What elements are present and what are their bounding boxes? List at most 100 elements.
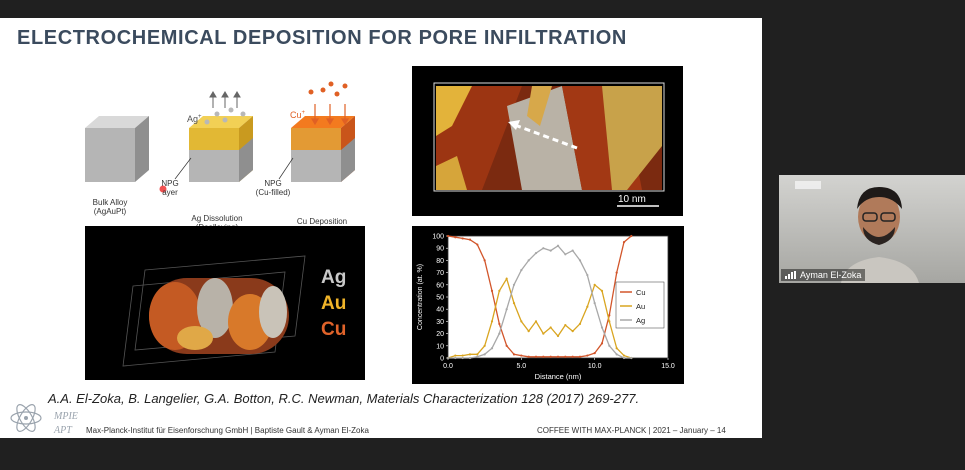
y-tick-label: 100 — [432, 234, 444, 241]
data-point-cu — [461, 237, 464, 240]
data-point-cu — [542, 355, 545, 358]
data-point-au — [593, 283, 596, 286]
data-point-cu — [527, 355, 530, 358]
ag-ion-label: Ag+ — [187, 114, 202, 124]
data-point-cu — [512, 353, 516, 356]
data-point-au — [498, 289, 501, 292]
data-point-ag — [600, 326, 604, 329]
data-point-ag — [578, 259, 582, 262]
cu-ion-label: Cu+ — [290, 110, 306, 120]
data-point-au — [468, 353, 472, 356]
footer-event: COFFEE WITH MAX-PLANCK | 2021 – January … — [537, 426, 726, 435]
data-point-au — [534, 320, 538, 323]
mpie-apt-logo: MPIE APT — [8, 398, 78, 438]
data-point-ag — [571, 249, 574, 252]
data-point-ag — [512, 283, 516, 286]
data-point-cu — [556, 355, 560, 358]
data-point-cu — [490, 289, 494, 292]
data-point-ag — [542, 247, 545, 250]
cu-deposition-caption: Cu Deposition — [296, 217, 348, 226]
citation: A.A. El-Zoka, B. Langelier, G.A. Botton,… — [48, 391, 640, 406]
data-point-au — [483, 344, 486, 347]
data-point-cu — [600, 342, 604, 345]
data-point-ag — [461, 356, 464, 360]
y-tick-label: 60 — [436, 282, 444, 289]
series-line-ag — [448, 244, 632, 359]
data-point-cu — [578, 355, 582, 358]
bulk-alloy-cube — [85, 116, 149, 182]
slide-title: ELECTROCHEMICAL DEPOSITION FOR PORE INFI… — [17, 27, 627, 49]
data-point-au — [512, 302, 516, 305]
data-point-cu — [534, 355, 538, 358]
data-point-ag — [527, 259, 530, 262]
cu-deposition-cube — [278, 116, 355, 182]
data-point-ag — [520, 269, 523, 272]
data-point-ag — [468, 356, 472, 360]
data-point-au — [549, 326, 552, 329]
legend-cu: Cu — [321, 319, 347, 340]
data-point-ag — [586, 273, 589, 277]
data-point-ag — [630, 356, 633, 360]
npg-cu-filled-label: NPG (Cu-filled) — [255, 179, 291, 197]
data-point-au — [600, 289, 604, 292]
data-point-cu — [571, 355, 574, 358]
y-tick-label: 90 — [436, 246, 444, 253]
data-point-ag — [608, 344, 611, 347]
logo-mpie: MPIE — [54, 411, 78, 422]
data-point-au — [578, 322, 582, 325]
legend-au: Au — [321, 293, 347, 314]
data-point-au — [490, 320, 494, 323]
data-point-cu — [446, 234, 450, 238]
data-point-ag — [483, 353, 486, 356]
data-point-au — [615, 347, 618, 350]
atom-logo-icon — [10, 404, 42, 432]
data-point-au — [476, 353, 479, 356]
x-tick-label: 0.0 — [443, 363, 453, 370]
data-point-au — [527, 330, 530, 333]
participant-video-tile[interactable]: Ayman El-Zoka — [779, 175, 965, 283]
data-point-ag — [615, 353, 618, 356]
data-point-cu — [483, 259, 486, 262]
data-point-au — [505, 277, 508, 280]
data-point-cu — [630, 234, 633, 238]
data-point-cu — [498, 322, 501, 325]
data-point-cu — [622, 241, 626, 244]
data-point-ag — [446, 356, 450, 360]
signal-strength-icon — [785, 271, 796, 279]
data-point-ag — [534, 251, 538, 255]
concentration-chart-svg: 0 10 20 30 40 50 60 70 80 90 100 0.0 5.0 10.0 15.0 Dist… — [417, 234, 675, 382]
schematic-drawing — [85, 81, 355, 193]
data-point-ag — [564, 253, 567, 256]
participant-name-tag: Ayman El-Zoka — [781, 269, 866, 281]
x-tick-label: 10.0 — [588, 363, 602, 370]
dealloyed-cube — [174, 116, 253, 182]
y-tick-label: 40 — [436, 307, 444, 314]
bulk-alloy-caption: Bulk Alloy (AgAuPt) — [92, 198, 128, 216]
data-point-au — [461, 354, 464, 357]
apt-reconstruction-top: 10 nm — [412, 66, 683, 216]
series-line-cu — [447, 235, 632, 358]
data-point-au — [564, 323, 567, 327]
data-point-cu — [520, 354, 523, 357]
series-line-au — [447, 277, 632, 359]
data-point-ag — [593, 302, 596, 305]
data-point-ag — [476, 355, 479, 358]
data-point-au — [571, 330, 574, 333]
data-point-cu — [468, 238, 472, 241]
y-axis-label: Concentration (at. %) — [417, 264, 424, 330]
data-point-au — [520, 320, 523, 323]
y-tick-label: 80 — [436, 258, 444, 265]
legend-label-ag: Ag — [636, 316, 645, 325]
y-tick-label: 70 — [436, 270, 444, 277]
concentration-profile-chart: 0 10 20 30 40 50 60 70 80 90 100 0.0 5.0 10.0 15.0 Dist… — [412, 226, 684, 384]
data-point-ag — [498, 332, 501, 335]
data-point-cu — [476, 243, 479, 246]
participant-name: Ayman El-Zoka — [800, 270, 862, 280]
y-tick-label: 20 — [436, 331, 444, 338]
data-point-au — [542, 332, 545, 335]
data-point-au — [586, 305, 589, 308]
y-tick-label: 0 — [440, 356, 444, 363]
data-point-ag — [454, 356, 457, 360]
data-point-au — [556, 334, 560, 338]
data-point-cu — [608, 314, 611, 317]
